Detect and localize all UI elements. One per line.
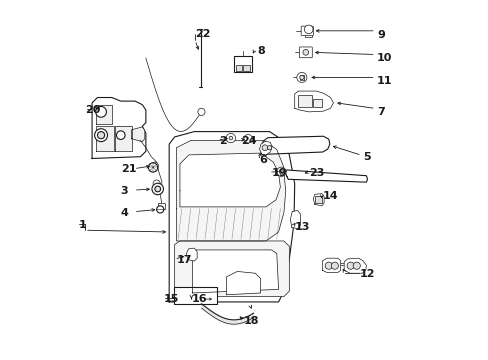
- Text: 5: 5: [362, 152, 370, 162]
- Polygon shape: [96, 126, 113, 151]
- Circle shape: [153, 180, 160, 187]
- Polygon shape: [322, 258, 340, 273]
- Circle shape: [279, 170, 283, 174]
- Text: 23: 23: [308, 168, 324, 178]
- Bar: [313, 99, 322, 107]
- Text: 21: 21: [121, 164, 136, 174]
- Circle shape: [97, 132, 104, 139]
- Text: 11: 11: [376, 76, 392, 86]
- Polygon shape: [344, 258, 366, 273]
- FancyBboxPatch shape: [301, 26, 313, 36]
- Circle shape: [304, 25, 312, 34]
- Bar: [305, 30, 310, 32]
- Bar: [299, 75, 304, 80]
- Polygon shape: [169, 132, 294, 302]
- Text: 9: 9: [376, 30, 384, 40]
- Polygon shape: [174, 241, 289, 297]
- Text: 6: 6: [259, 155, 267, 165]
- Polygon shape: [131, 127, 144, 141]
- Text: 13: 13: [294, 222, 309, 231]
- Circle shape: [325, 262, 332, 269]
- Polygon shape: [92, 98, 145, 158]
- Circle shape: [330, 262, 338, 269]
- FancyBboxPatch shape: [299, 47, 312, 58]
- Polygon shape: [290, 211, 300, 229]
- Polygon shape: [313, 194, 324, 206]
- Text: 16: 16: [191, 294, 206, 304]
- Circle shape: [296, 72, 306, 82]
- Polygon shape: [115, 126, 131, 151]
- Text: 2: 2: [218, 136, 226, 145]
- Text: 12: 12: [359, 269, 374, 279]
- Bar: [158, 203, 164, 209]
- Text: 17: 17: [176, 255, 191, 265]
- Bar: [243, 65, 249, 71]
- Polygon shape: [192, 250, 278, 293]
- Bar: [305, 29, 311, 37]
- Circle shape: [267, 145, 271, 150]
- Text: 7: 7: [376, 107, 384, 117]
- Circle shape: [96, 107, 106, 117]
- Circle shape: [226, 134, 235, 143]
- Text: 14: 14: [322, 191, 338, 201]
- Polygon shape: [294, 91, 333, 112]
- Circle shape: [228, 136, 232, 140]
- Polygon shape: [186, 248, 197, 261]
- Text: 10: 10: [376, 53, 392, 63]
- Circle shape: [94, 129, 107, 141]
- Circle shape: [352, 262, 360, 269]
- Polygon shape: [259, 141, 271, 155]
- Circle shape: [244, 134, 252, 143]
- Circle shape: [152, 183, 163, 195]
- Text: 1: 1: [79, 220, 86, 230]
- Circle shape: [303, 49, 308, 55]
- Polygon shape: [96, 105, 112, 125]
- Text: 24: 24: [241, 136, 256, 145]
- Circle shape: [299, 75, 304, 80]
- Text: 20: 20: [85, 105, 100, 115]
- Text: 18: 18: [243, 316, 258, 325]
- Circle shape: [156, 206, 163, 213]
- Polygon shape: [261, 136, 329, 154]
- Bar: [297, 95, 311, 107]
- Text: 22: 22: [195, 29, 210, 39]
- Circle shape: [151, 162, 158, 169]
- Polygon shape: [180, 153, 280, 207]
- Circle shape: [276, 167, 285, 176]
- Circle shape: [262, 145, 267, 150]
- Circle shape: [198, 108, 204, 116]
- Text: 4: 4: [121, 208, 128, 218]
- Bar: [174, 287, 217, 304]
- Text: 8: 8: [257, 46, 264, 56]
- Circle shape: [346, 262, 353, 269]
- Text: 3: 3: [121, 186, 128, 196]
- Polygon shape: [285, 170, 367, 182]
- Polygon shape: [176, 140, 285, 241]
- Bar: [314, 196, 322, 203]
- Polygon shape: [226, 271, 260, 295]
- Circle shape: [155, 186, 160, 192]
- Text: 15: 15: [163, 294, 179, 304]
- Bar: [233, 56, 251, 72]
- Bar: [235, 65, 242, 71]
- Circle shape: [116, 131, 125, 139]
- Text: 19: 19: [271, 168, 286, 178]
- Circle shape: [148, 163, 158, 172]
